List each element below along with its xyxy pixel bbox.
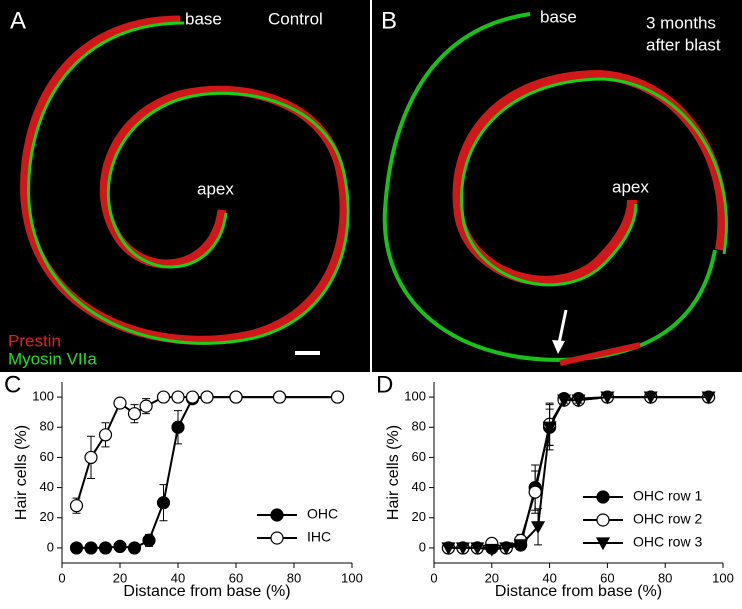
y-tick-label: 20 xyxy=(412,509,426,524)
y-tick-label: 20 xyxy=(40,509,54,524)
x-tick-label: 60 xyxy=(600,570,614,585)
marker xyxy=(113,539,127,554)
panel-letter: C xyxy=(4,371,21,398)
marker xyxy=(499,542,514,556)
legend-marker xyxy=(596,490,610,504)
image-label: apex xyxy=(612,177,649,196)
legend-label: OHC xyxy=(307,506,338,522)
y-tick-label: 80 xyxy=(412,419,426,434)
y-tick-label: 100 xyxy=(32,389,54,404)
panel-letter: B xyxy=(381,7,397,34)
marker xyxy=(330,390,345,404)
spiral-a xyxy=(20,15,350,345)
image-label: base xyxy=(540,7,577,26)
marker xyxy=(470,542,485,556)
spiral-b xyxy=(382,12,728,366)
marker xyxy=(171,390,185,404)
x-tick-label: 60 xyxy=(229,570,243,585)
marker xyxy=(557,394,572,408)
marker xyxy=(441,542,456,556)
marker xyxy=(600,391,615,405)
series-line xyxy=(75,396,338,506)
series-line xyxy=(76,396,338,549)
x-axis-label: Distance from base (%) xyxy=(495,583,662,600)
image-label: 3 months xyxy=(646,13,716,32)
marker xyxy=(272,390,287,404)
marker xyxy=(513,539,528,553)
x-tick-label: 20 xyxy=(113,570,127,585)
marker xyxy=(98,541,113,555)
panel-letter: D xyxy=(376,371,393,398)
legend-label: OHC row 2 xyxy=(633,511,702,527)
x-tick-label: 0 xyxy=(430,570,437,585)
y-axis-label: Hair cells (%) xyxy=(13,425,30,520)
marker xyxy=(127,541,142,555)
legend-marker xyxy=(595,537,611,551)
stain-label: Prestin xyxy=(8,331,61,350)
marker xyxy=(528,485,542,499)
x-tick-label: 100 xyxy=(341,570,363,585)
legend-marker xyxy=(270,531,284,545)
marker xyxy=(200,390,214,404)
marker xyxy=(484,543,499,557)
panel-letter: A xyxy=(10,7,26,34)
image-b xyxy=(372,0,742,372)
marker xyxy=(156,496,171,510)
x-tick-label: 100 xyxy=(712,570,734,585)
image-a xyxy=(0,0,370,372)
legend-marker xyxy=(270,508,284,522)
x-tick-label: 0 xyxy=(58,570,65,585)
stain-label: Myosin VIIa xyxy=(8,349,97,368)
x-tick-label: 80 xyxy=(287,570,301,585)
y-tick-label: 40 xyxy=(412,479,426,494)
marker xyxy=(84,541,98,555)
marker xyxy=(171,420,185,434)
marker xyxy=(84,450,98,465)
marker xyxy=(542,421,557,435)
y-tick-label: 0 xyxy=(419,539,426,554)
y-tick-label: 0 xyxy=(47,539,54,554)
x-tick-label: 20 xyxy=(485,570,499,585)
marker xyxy=(156,390,171,404)
marker xyxy=(701,391,716,405)
y-tick-label: 40 xyxy=(40,479,54,494)
marker xyxy=(69,499,84,513)
image-label: base xyxy=(185,9,222,28)
marker xyxy=(139,399,153,413)
legend-label: OHC row 3 xyxy=(633,534,702,550)
marker xyxy=(142,533,156,547)
marker xyxy=(127,407,142,421)
image-label: after blast xyxy=(646,35,721,54)
x-axis-label: Distance from base (%) xyxy=(123,583,290,600)
marker xyxy=(571,394,586,408)
legend-marker xyxy=(596,513,610,527)
y-tick-label: 60 xyxy=(412,449,426,464)
marker xyxy=(531,521,546,535)
marker xyxy=(98,428,113,442)
x-tick-label: 80 xyxy=(658,570,672,585)
image-label: apex xyxy=(197,179,234,198)
y-axis-label: Hair cells (%) xyxy=(385,425,402,520)
y-tick-label: 100 xyxy=(404,389,426,404)
marker xyxy=(185,390,200,404)
y-tick-label: 60 xyxy=(40,449,54,464)
marker xyxy=(229,390,243,404)
image-label: Control xyxy=(268,9,323,28)
legend-label: IHC xyxy=(307,529,331,545)
marker xyxy=(455,542,470,556)
legend-label: OHC row 1 xyxy=(633,488,702,504)
x-tick-label: 40 xyxy=(171,570,185,585)
y-tick-label: 80 xyxy=(40,419,54,434)
marker xyxy=(643,391,658,405)
marker xyxy=(113,396,127,410)
x-tick-label: 40 xyxy=(542,570,556,585)
marker xyxy=(69,541,84,555)
